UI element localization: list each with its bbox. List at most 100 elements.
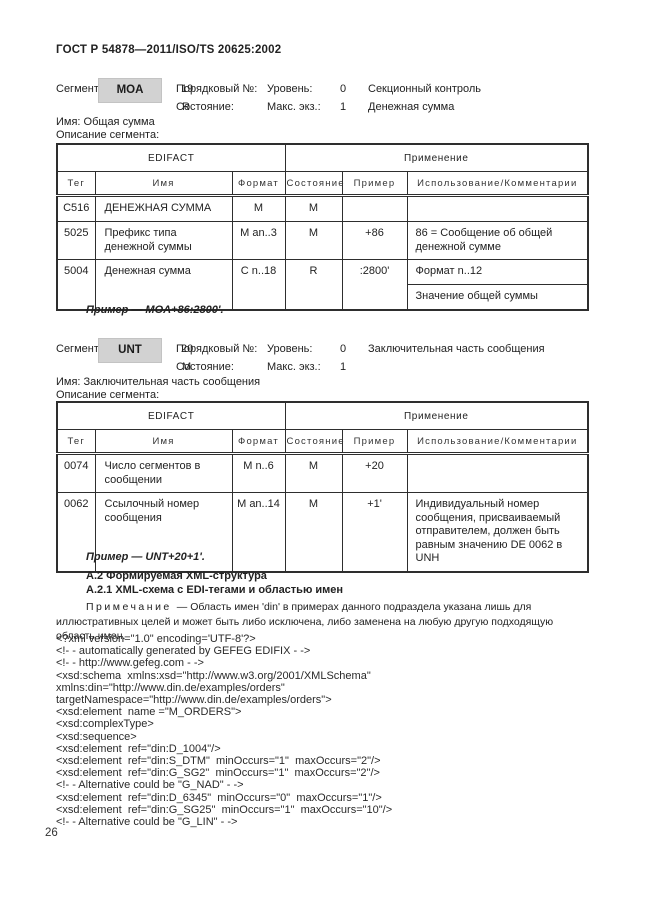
ordinal-value: 20 (181, 343, 194, 355)
table-column-header-row: Тег Имя Формат Состояние Пример Использо… (56, 429, 589, 455)
code-line: targetNamespace="http://www.din.de/examp… (56, 694, 332, 707)
max-copies-value: 1 (340, 361, 347, 373)
cell-state: M (284, 221, 343, 260)
segment-block-unt: Сегмент: UNT Порядковый №: 20 Уровень: 0 … (56, 338, 590, 402)
note-text: — Область имен 'din' в примерах данного … (56, 601, 554, 642)
col-header-tag: Тег (56, 171, 96, 197)
code-line: <xsd:complexType> (56, 718, 154, 731)
cell-usage (406, 453, 589, 493)
segment-description-line: Описание сегмента: (56, 129, 160, 141)
cell-tag: 5025 (56, 221, 96, 260)
ordinal-field: Порядковый №: 19 (176, 83, 257, 95)
col-header-usage: Использование/Комментарии (406, 171, 589, 197)
cell-usage-top: Формат n..12 (406, 259, 589, 285)
cell-name: ДЕНЕЖНАЯ СУММА (94, 195, 233, 222)
state-label: Состояние: (176, 101, 234, 113)
cell-example (341, 195, 408, 222)
segment-function: Заключительная часть сообщения (368, 343, 545, 355)
col-header-state: Состояние (284, 429, 344, 455)
cell-state: R (284, 259, 343, 310)
table-row: 5025 Префикс типа денежной суммы M an..3… (56, 221, 589, 260)
note-label: Примечание (86, 601, 172, 613)
document-header-title: ГОСТ Р 54878—2011/ISO/TS 20625:2002 (56, 44, 282, 56)
ordinal-field: Порядковый №: 20 (176, 343, 257, 355)
code-line: <xsd:element ref="din:D_6345" minOccurs=… (56, 791, 382, 804)
level-label: Уровень: (267, 83, 313, 95)
ordinal-label: Порядковый №: (176, 83, 258, 95)
code-line: <xsd:schema xmlns:xsd="http://www.w3.org… (56, 669, 371, 682)
cell-format: M (231, 195, 286, 222)
col-header-example: Пример (341, 171, 408, 197)
table-group-header-row: EDIFACT Применение (56, 401, 589, 430)
max-copies-label: Макс. экз.: (267, 101, 321, 113)
segment-code-badge: UNT (98, 338, 162, 363)
note-paragraph: Примечание — Область имен 'din' в примера… (56, 600, 590, 644)
table-column-header-row: Тег Имя Формат Состояние Пример Использо… (56, 171, 589, 197)
edifact-group-header: EDIFACT (56, 143, 286, 172)
cell-state: M (284, 453, 343, 493)
section-heading-a21: А.2.1 XML-схема с EDI-тегами и областью … (86, 584, 344, 596)
cell-name: Ссылочный номер сообщения (94, 492, 233, 572)
cell-example: +20 (341, 453, 408, 493)
segment-name-line: Имя: Общая сумма (56, 116, 155, 128)
level-value: 0 (340, 83, 347, 95)
edifact-table: EDIFACT Применение Тег Имя Формат Состоя… (56, 401, 590, 573)
segment-label: Сегмент: (56, 83, 102, 95)
level-label: Уровень: (267, 343, 313, 355)
ordinal-label: Порядковый №: (176, 343, 258, 355)
code-line: <xsd:element ref="din:G_SG2" minOccurs="… (56, 767, 380, 780)
code-line: <xsd:element ref="din:G_SG25" minOccurs=… (56, 803, 393, 816)
col-header-format: Формат (231, 429, 286, 455)
col-header-tag: Тег (56, 429, 96, 455)
example-caption-moa: Пример — MOA+86:2800'. (86, 304, 224, 316)
cell-usage: 86 = Сообщение об общей денежной сумме (406, 221, 589, 260)
code-line: <xsd:element ref="din:S_DTM" minOccurs="… (56, 755, 381, 768)
col-header-example: Пример (341, 429, 408, 455)
example-caption-unt: Пример — UNT+20+1'. (86, 551, 205, 563)
cell-example: :2800' (341, 259, 408, 310)
cell-tag: 5004 (56, 259, 96, 310)
segment-label: Сегмент: (56, 343, 102, 355)
code-line: <xsd:element name ="M_ORDERS"> (56, 706, 242, 719)
cell-format: M an..14 (231, 492, 286, 572)
application-group-header: Применение (284, 401, 589, 430)
table-row: C516 ДЕНЕЖНАЯ СУММА M M (56, 195, 589, 222)
segment-function: Секционный контроль (368, 83, 482, 95)
cell-usage: Индивидуальный номер сообщения, присваив… (406, 492, 589, 572)
segment-description-line: Описание сегмента: (56, 389, 160, 401)
ordinal-value: 19 (181, 83, 194, 95)
segment-code-badge: MOA (98, 78, 162, 103)
state-note: Денежная сумма (368, 101, 455, 113)
section-heading-a2: А.2 Формируемая XML-структура (86, 570, 267, 582)
code-line: <!- - Alternative could be "G_NAD" - -> (56, 779, 244, 792)
cell-format: C n..18 (231, 259, 286, 310)
segment-table-unt: EDIFACT Применение Тег Имя Формат Состоя… (56, 401, 590, 573)
xml-code-block: <?xml version="1.0" encoding='UTF-8'?> <… (56, 633, 392, 828)
cell-tag: 0074 (56, 453, 96, 493)
code-line: <!- - http://www.gefeg.com - -> (56, 657, 204, 670)
cell-name: Денежная сумма (94, 259, 233, 310)
edifact-table: EDIFACT Применение Тег Имя Формат Состоя… (56, 143, 590, 311)
max-copies-label: Макс. экз.: (267, 361, 321, 373)
cell-name: Префикс типа денежной суммы (94, 221, 233, 260)
code-line: <!- - automatically generated by GEFEG E… (56, 645, 311, 658)
table-subrow: Значение общей суммы (57, 284, 589, 310)
cell-state: M (284, 195, 343, 222)
state-value: M (182, 361, 192, 373)
application-group-header: Применение (284, 143, 589, 172)
table-row: 0062 Ссылочный номер сообщения M an..14 … (56, 492, 589, 572)
table-row: 0074 Число сегментов в сообщении M n..6 … (56, 453, 589, 493)
table-row: 5004 Денежная сумма C n..18 R :2800' Фор… (56, 259, 589, 310)
state-field: Состояние: R (176, 101, 234, 113)
code-line: <?xml version="1.0" encoding='UTF-8'?> (56, 633, 256, 645)
segment-name-line: Имя: Заключительная часть сообщения (56, 376, 261, 388)
cell-usage (406, 195, 589, 222)
code-line: <xsd:sequence> (56, 730, 137, 743)
code-line: <xsd:element ref="din:D_1004"/> (56, 742, 221, 755)
segment-block-moa: Сегмент: MOA Порядковый №: 19 Уровень: 0 … (56, 78, 590, 142)
col-header-name: Имя (94, 429, 233, 455)
cell-name: Число сегментов в сообщении (94, 453, 233, 493)
col-header-name: Имя (94, 171, 233, 197)
max-copies-value: 1 (340, 101, 347, 113)
